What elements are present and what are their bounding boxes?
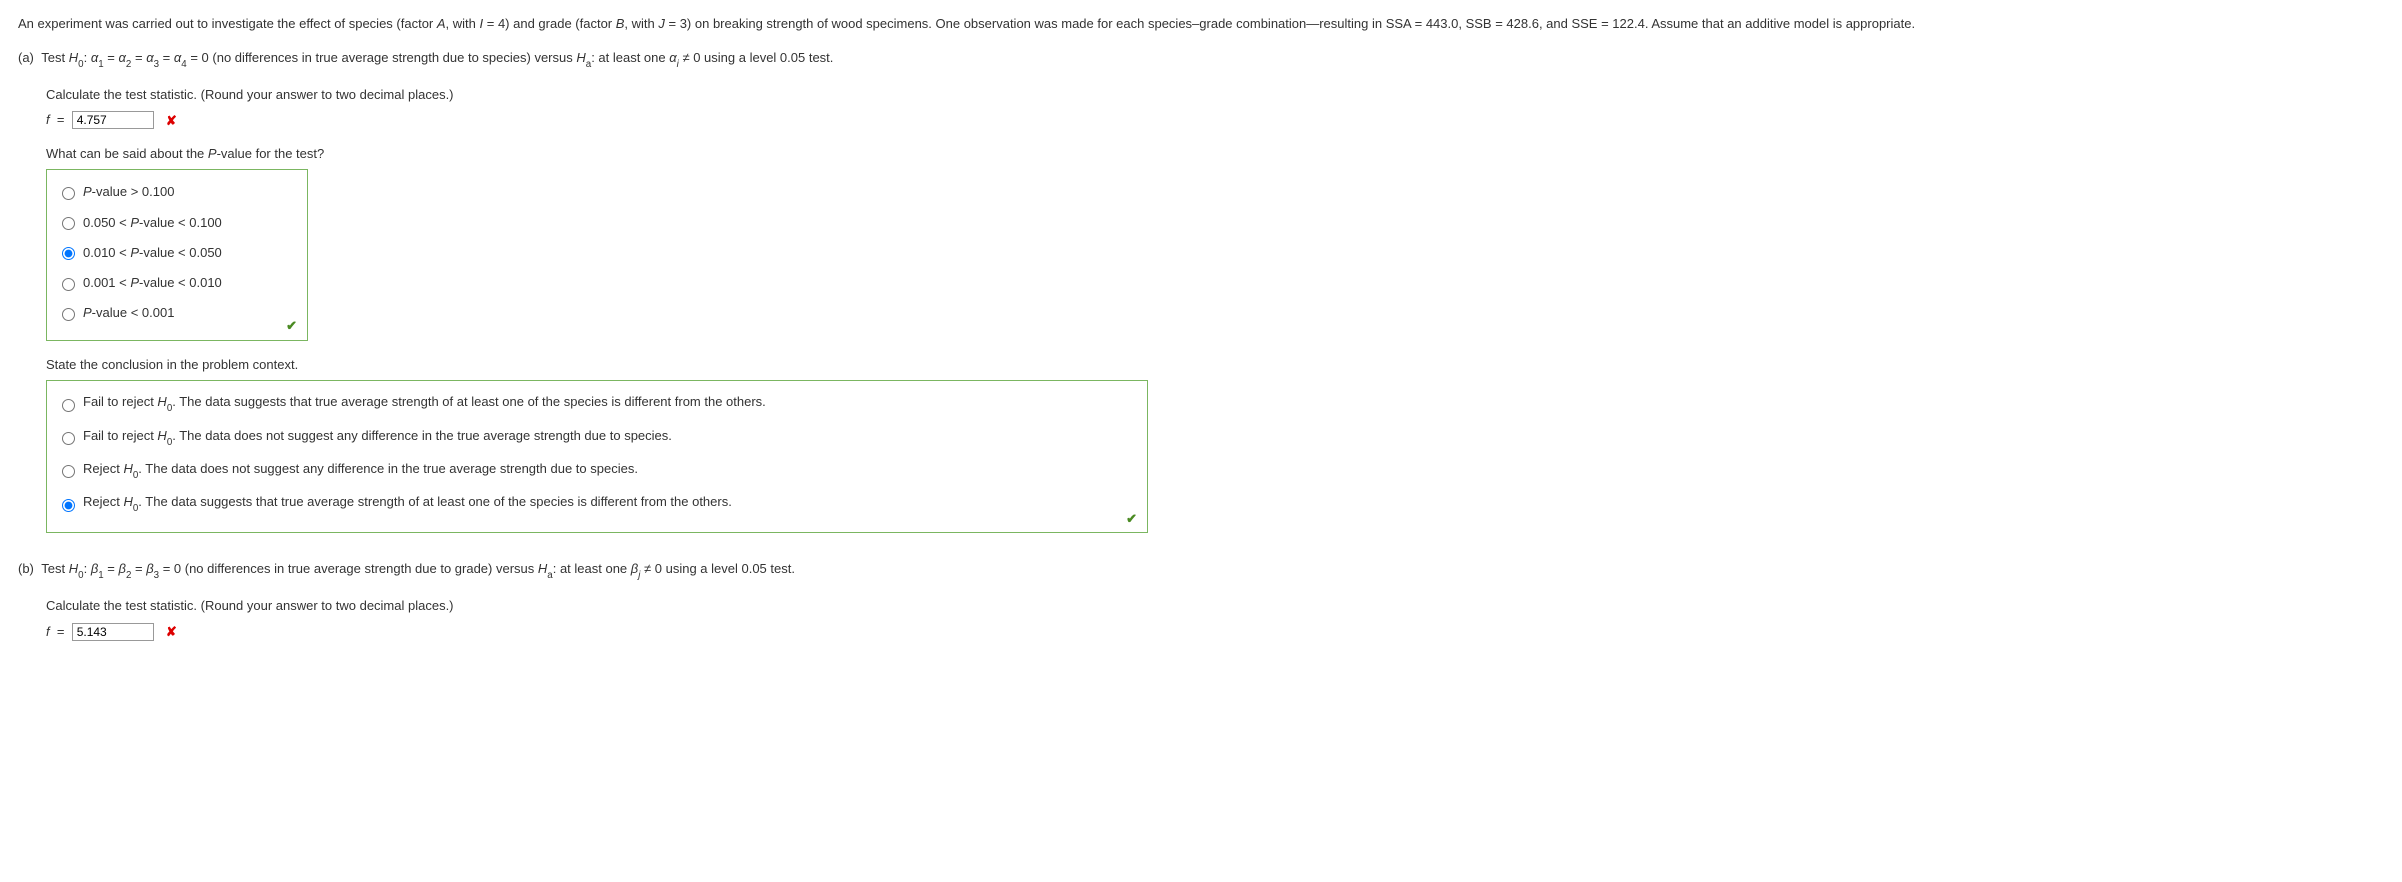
pvalue-choice-box-a: P-value > 0.100 0.050 < P-value < 0.100 … [46,169,308,341]
conclusion-label-a-2: Reject H0. The data does not suggest any… [83,461,638,476]
conclusion-choice-box-a: Fail to reject H0. The data suggests tha… [46,380,1148,533]
part-a-label: (a) [18,50,34,65]
part-a-f-row: f = ✘ [46,110,2384,130]
pvalue-radio-a-2[interactable] [62,247,75,260]
f-input-a[interactable] [72,111,154,129]
conclusion-radio-a-3[interactable] [62,499,75,512]
part-b-f-row: f = ✘ [46,622,2384,642]
conclusion-radio-a-1[interactable] [62,432,75,445]
part-a-calc-prompt: Calculate the test statistic. (Round you… [46,85,2384,105]
pvalue-label-a-3: 0.001 < P-value < 0.010 [83,275,222,290]
pvalue-label-a-2: 0.010 < P-value < 0.050 [83,245,222,260]
problem-intro: An experiment was carried out to investi… [18,14,2384,34]
pvalue-radio-a-4[interactable] [62,308,75,321]
pvalue-prompt-a: What can be said about the P-value for t… [46,144,2384,164]
part-a-hypothesis: Test H0: α1 = α2 = α3 = α4 = 0 (no diffe… [41,50,833,65]
pvalue-label-a-4: P-value < 0.001 [83,305,174,320]
pvalue-radio-a-0[interactable] [62,187,75,200]
part-a: (a) Test H0: α1 = α2 = α3 = α4 = 0 (no d… [18,48,2384,71]
pvalue-box-check-a: ✔ [286,316,297,336]
pvalue-radio-a-1[interactable] [62,217,75,230]
f-input-b[interactable] [72,623,154,641]
pvalue-label-a-1: 0.050 < P-value < 0.100 [83,214,222,229]
part-b-calc-prompt: Calculate the test statistic. (Round you… [46,596,2384,616]
part-b: (b) Test H0: β1 = β2 = β3 = 0 (no differ… [18,559,2384,582]
conclusion-label-a-0: Fail to reject H0. The data suggests tha… [83,394,766,409]
conclusion-box-check-a: ✔ [1126,509,1137,529]
conclusion-prompt-a: State the conclusion in the problem cont… [46,355,2384,375]
part-b-hypothesis: Test H0: β1 = β2 = β3 = 0 (no difference… [41,561,795,576]
conclusion-radio-a-2[interactable] [62,465,75,478]
conclusion-radio-a-0[interactable] [62,399,75,412]
part-b-label: (b) [18,561,34,576]
pvalue-label-a-0: P-value > 0.100 [83,184,174,199]
f-label-b: f [46,624,50,639]
pvalue-radio-a-3[interactable] [62,278,75,291]
conclusion-label-a-3: Reject H0. The data suggests that true a… [83,494,732,509]
conclusion-label-a-1: Fail to reject H0. The data does not sug… [83,428,672,443]
f-mark-a-wrong: ✘ [163,113,179,129]
f-label-a: f [46,112,50,127]
f-mark-b-wrong: ✘ [163,624,179,640]
